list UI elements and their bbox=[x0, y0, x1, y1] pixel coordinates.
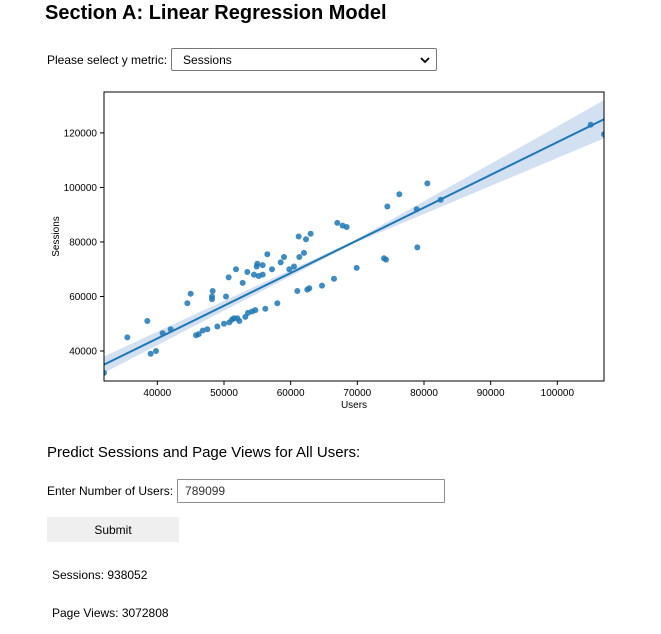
y-tick-label: 60000 bbox=[69, 292, 97, 303]
page-title: Section A: Linear Regression Model bbox=[45, 2, 387, 24]
confidence-band bbox=[104, 100, 604, 373]
data-point bbox=[294, 288, 301, 295]
data-point bbox=[306, 285, 313, 292]
x-tick-label: 80000 bbox=[410, 388, 438, 399]
x-tick-label: 90000 bbox=[477, 388, 505, 399]
page-views-result: Page Views: 3072808 bbox=[52, 606, 169, 620]
data-point bbox=[236, 318, 243, 325]
data-point bbox=[254, 260, 261, 267]
data-point bbox=[319, 282, 325, 289]
y-tick-label: 40000 bbox=[69, 347, 97, 358]
data-point bbox=[153, 348, 159, 355]
data-point bbox=[221, 320, 227, 327]
plot-frame bbox=[103, 91, 605, 382]
y-tick-label: 100000 bbox=[64, 183, 98, 194]
x-tick-label: 70000 bbox=[343, 388, 371, 399]
predict-section-title: Predict Sessions and Page Views for All … bbox=[47, 444, 361, 461]
data-point bbox=[301, 249, 307, 256]
data-point bbox=[424, 180, 431, 187]
users-input[interactable] bbox=[177, 479, 446, 503]
data-point bbox=[252, 307, 259, 314]
data-point bbox=[396, 191, 403, 198]
x-tick-label: 100000 bbox=[541, 388, 575, 399]
data-point bbox=[144, 318, 151, 325]
x-tick-label: 50000 bbox=[210, 388, 238, 399]
data-point bbox=[104, 369, 107, 376]
data-point bbox=[147, 350, 154, 357]
data-point bbox=[281, 253, 287, 260]
data-point bbox=[124, 334, 131, 341]
data-point bbox=[343, 223, 350, 230]
data-point bbox=[414, 244, 421, 251]
data-point bbox=[334, 219, 341, 226]
metric-select-value: Sessions bbox=[183, 52, 232, 67]
y-tick-label: 120000 bbox=[64, 128, 98, 139]
sessions-result: Sessions: 938052 bbox=[52, 568, 148, 582]
data-point bbox=[383, 256, 389, 263]
chevron-down-icon bbox=[420, 57, 430, 64]
x-tick-label: 60000 bbox=[277, 388, 305, 399]
data-point bbox=[331, 275, 337, 282]
data-point bbox=[239, 279, 246, 286]
data-point bbox=[204, 326, 211, 333]
data-point bbox=[223, 293, 229, 300]
data-point bbox=[244, 268, 251, 275]
data-point bbox=[199, 327, 206, 334]
y-tick-label: 80000 bbox=[69, 237, 97, 248]
data-point bbox=[384, 203, 391, 210]
submit-button[interactable]: Submit bbox=[47, 517, 179, 542]
data-point bbox=[286, 266, 293, 273]
data-point bbox=[274, 300, 281, 307]
data-point bbox=[307, 230, 314, 237]
data-point bbox=[251, 271, 257, 278]
data-point bbox=[291, 263, 297, 270]
data-point bbox=[209, 293, 215, 300]
regression-line bbox=[104, 118, 604, 366]
data-point bbox=[262, 305, 269, 312]
data-point bbox=[295, 233, 302, 240]
data-point bbox=[259, 271, 266, 278]
data-point bbox=[225, 274, 232, 281]
data-point bbox=[259, 262, 266, 269]
data-point bbox=[195, 331, 202, 338]
data-point bbox=[353, 264, 360, 271]
data-point bbox=[187, 290, 194, 297]
data-point bbox=[264, 251, 271, 258]
metric-selector-row: Please select y metric: Sessions bbox=[47, 48, 438, 71]
data-point bbox=[214, 323, 221, 330]
data-point bbox=[269, 266, 275, 273]
users-input-row: Enter Number of Users: bbox=[47, 479, 446, 503]
data-point bbox=[233, 266, 239, 273]
data-point bbox=[184, 300, 191, 307]
metric-select[interactable]: Sessions bbox=[171, 48, 438, 71]
data-point bbox=[296, 253, 303, 260]
data-point bbox=[601, 131, 604, 138]
data-point bbox=[209, 288, 216, 295]
x-tick-label: 40000 bbox=[143, 388, 171, 399]
data-point bbox=[303, 236, 309, 243]
y-axis-label: Sessions bbox=[51, 216, 62, 257]
metric-selector-label: Please select y metric: bbox=[47, 52, 168, 67]
x-axis-label: Users bbox=[341, 400, 367, 411]
users-input-label: Enter Number of Users: bbox=[47, 484, 174, 498]
regression-scatter-plot: 40000 50000 60000 70000 80000 90000 100000 4000… bbox=[51, 91, 605, 411]
data-point bbox=[277, 259, 284, 266]
